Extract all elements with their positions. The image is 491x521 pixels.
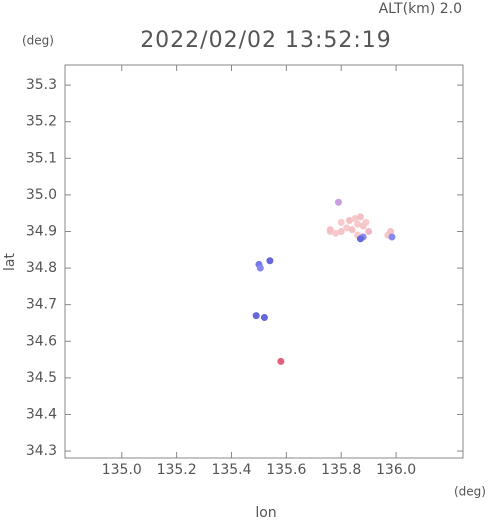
x-tick-label: 136.0: [376, 462, 416, 478]
y-tick-label: 34.9: [26, 223, 57, 239]
data-point: [260, 313, 268, 321]
data-point: [356, 235, 364, 243]
altitude: ALT(km) 2.0: [379, 1, 462, 17]
chart-title: 2022/02/02 13:52:19: [140, 28, 392, 53]
data-point: [388, 233, 396, 241]
data-point: [362, 218, 370, 226]
data-point: [332, 229, 340, 237]
data-point: [365, 227, 373, 235]
data-point: [277, 357, 285, 365]
data-point: [345, 217, 353, 225]
y-tick-label: 35.2: [26, 114, 57, 130]
data-point: [337, 218, 345, 226]
y-tick-label: 35.0: [26, 187, 57, 203]
data-point: [256, 264, 264, 272]
x-tick-label: 135.6: [266, 462, 306, 478]
data-point: [266, 257, 274, 265]
data-point: [356, 213, 364, 221]
x-tick-label: 135.4: [211, 462, 251, 478]
y-tick-label: 34.7: [26, 297, 57, 313]
plot-frame: [64, 64, 464, 459]
x-axis-label: lon: [255, 505, 276, 521]
y-tick-label: 34.8: [26, 260, 57, 276]
data-point: [351, 215, 359, 223]
y-axis-label: lat: [2, 253, 18, 271]
data-point: [252, 312, 260, 320]
data-point: [343, 224, 351, 232]
y-tick-label: 34.5: [26, 370, 57, 386]
x-unit: (deg): [454, 485, 486, 499]
data-point: [354, 220, 362, 228]
y-unit: (deg): [22, 34, 54, 48]
y-tick-label: 34.4: [26, 406, 57, 422]
x-tick-label: 135.8: [321, 462, 361, 478]
x-tick-label: 135.2: [157, 462, 197, 478]
y-tick-label: 35.3: [26, 77, 57, 93]
y-tick-label: 35.1: [26, 150, 57, 166]
data-point: [334, 198, 342, 206]
data-point: [348, 226, 356, 234]
x-tick-label: 135.0: [102, 462, 142, 478]
y-tick-label: 34.6: [26, 333, 57, 349]
data-point: [387, 227, 395, 235]
data-point: [337, 227, 345, 235]
y-tick-label: 34.3: [26, 443, 57, 459]
data-point: [326, 226, 334, 234]
